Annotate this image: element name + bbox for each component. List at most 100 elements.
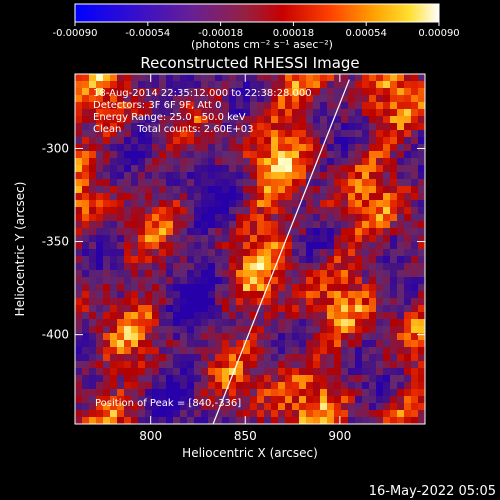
heatmap-cell <box>117 326 124 333</box>
heatmap-cell <box>306 102 313 109</box>
heatmap-cell <box>208 368 215 375</box>
heatmap-cell <box>103 417 110 424</box>
heatmap-cell <box>110 389 117 396</box>
heatmap-cell <box>299 319 306 326</box>
heatmap-cell <box>159 242 166 249</box>
heatmap-cell <box>271 312 278 319</box>
heatmap-cell <box>355 298 362 305</box>
heatmap-cell <box>187 214 194 221</box>
heatmap-cell <box>103 137 110 144</box>
heatmap-cell <box>103 249 110 256</box>
heatmap-cell <box>397 340 404 347</box>
heatmap-cell <box>201 256 208 263</box>
heatmap-cell <box>180 151 187 158</box>
heatmap-cell <box>110 375 117 382</box>
heatmap-cell <box>229 172 236 179</box>
heatmap-cell <box>292 389 299 396</box>
heatmap-cell <box>75 130 82 137</box>
heatmap-cell <box>376 165 383 172</box>
heatmap-cell <box>215 333 222 340</box>
heatmap-cell <box>306 151 313 158</box>
heatmap-cell <box>173 396 180 403</box>
heatmap-cell <box>166 284 173 291</box>
heatmap-cell <box>201 137 208 144</box>
heatmap-cell <box>96 158 103 165</box>
heatmap-cell <box>173 382 180 389</box>
heatmap-cell <box>110 221 117 228</box>
heatmap-cell <box>271 326 278 333</box>
heatmap-cell <box>348 333 355 340</box>
heatmap-cell <box>145 375 152 382</box>
heatmap-cell <box>278 242 285 249</box>
heatmap-cell <box>313 382 320 389</box>
heatmap-cell <box>320 417 327 424</box>
heatmap-cell <box>369 144 376 151</box>
heatmap-cell <box>313 291 320 298</box>
heatmap-cell <box>89 214 96 221</box>
heatmap-cell <box>96 123 103 130</box>
heatmap-cell <box>89 165 96 172</box>
heatmap-cell <box>348 179 355 186</box>
heatmap-cell <box>320 319 327 326</box>
heatmap-cell <box>96 417 103 424</box>
heatmap-cell <box>299 123 306 130</box>
heatmap-cell <box>250 144 257 151</box>
heatmap-cell <box>306 74 313 81</box>
heatmap-cell <box>194 312 201 319</box>
heatmap-cell <box>362 368 369 375</box>
heatmap-cell <box>187 102 194 109</box>
heatmap-cell <box>187 263 194 270</box>
heatmap-cell <box>208 242 215 249</box>
heatmap-cell <box>411 179 418 186</box>
heatmap-cell <box>173 319 180 326</box>
heatmap-cell <box>236 186 243 193</box>
heatmap-cell <box>166 368 173 375</box>
heatmap-cell <box>306 249 313 256</box>
heatmap-cell <box>152 382 159 389</box>
heatmap-cell <box>264 389 271 396</box>
heatmap-cell <box>138 375 145 382</box>
heatmap-cell <box>243 340 250 347</box>
heatmap-cell <box>96 242 103 249</box>
heatmap-cell <box>187 130 194 137</box>
heatmap-cell <box>180 242 187 249</box>
heatmap-cell <box>278 410 285 417</box>
heatmap-cell <box>138 382 145 389</box>
heatmap-cell <box>124 116 131 123</box>
heatmap-cell <box>187 291 194 298</box>
heatmap-cell <box>292 214 299 221</box>
heatmap-cell <box>236 312 243 319</box>
heatmap-cell <box>362 284 369 291</box>
heatmap-cell <box>376 417 383 424</box>
heatmap-cell <box>229 298 236 305</box>
heatmap-cell <box>75 389 82 396</box>
heatmap-cell <box>376 368 383 375</box>
heatmap-cell <box>187 158 194 165</box>
heatmap-cell <box>89 368 96 375</box>
heatmap-cell <box>369 361 376 368</box>
heatmap-cell <box>103 151 110 158</box>
heatmap-cell <box>369 305 376 312</box>
heatmap-cell <box>229 270 236 277</box>
heatmap-cell <box>89 235 96 242</box>
heatmap-cell <box>103 368 110 375</box>
heatmap-cell <box>376 305 383 312</box>
heatmap-cell <box>257 319 264 326</box>
heatmap-cell <box>369 270 376 277</box>
heatmap-cell <box>271 151 278 158</box>
heatmap-cell <box>82 284 89 291</box>
heatmap-cell <box>236 123 243 130</box>
heatmap-cell <box>313 270 320 277</box>
heatmap-cell <box>355 228 362 235</box>
heatmap-cell <box>250 270 257 277</box>
heatmap-cell <box>152 417 159 424</box>
heatmap-cell <box>411 165 418 172</box>
heatmap-cell <box>348 291 355 298</box>
heatmap-cell <box>138 158 145 165</box>
heatmap-cell <box>82 354 89 361</box>
heatmap-cell <box>194 130 201 137</box>
heatmap-cell <box>110 179 117 186</box>
heatmap-cell <box>369 263 376 270</box>
heatmap-cell <box>103 81 110 88</box>
x-axis-label: Heliocentric X (arcsec) <box>182 446 318 460</box>
